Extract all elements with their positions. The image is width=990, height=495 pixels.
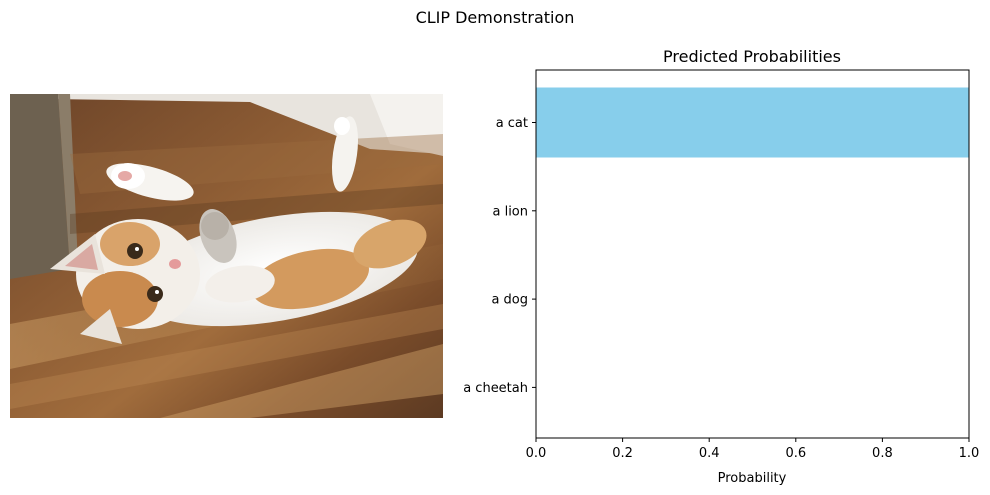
x-tick-label: 0.2 — [612, 446, 633, 461]
x-tick-label: 0.0 — [526, 446, 547, 461]
y-tick-label: a cheetah — [463, 381, 528, 396]
y-tick-label: a cat — [496, 116, 528, 131]
x-axis-label: Probability — [718, 471, 787, 486]
bars-layer — [536, 87, 969, 158]
x-tick-label: 0.8 — [872, 446, 893, 461]
x-tick-label: 1.0 — [959, 446, 980, 461]
y-tick-label: a lion — [492, 204, 528, 219]
x-axis: 0.0 0.2 0.4 0.6 0.8 1.0 — [526, 438, 980, 461]
chart-title: Predicted Probabilities — [663, 47, 841, 66]
bar-a-cat — [536, 87, 969, 158]
cat-photo — [10, 94, 443, 418]
y-axis: a cat a lion a dog a cheetah — [463, 116, 536, 396]
plot-frame — [535, 69, 970, 439]
x-tick-label: 0.6 — [785, 446, 806, 461]
y-tick-label: a dog — [491, 293, 528, 308]
x-tick-label: 0.4 — [699, 446, 720, 461]
figure-title: CLIP Demonstration — [415, 8, 575, 27]
